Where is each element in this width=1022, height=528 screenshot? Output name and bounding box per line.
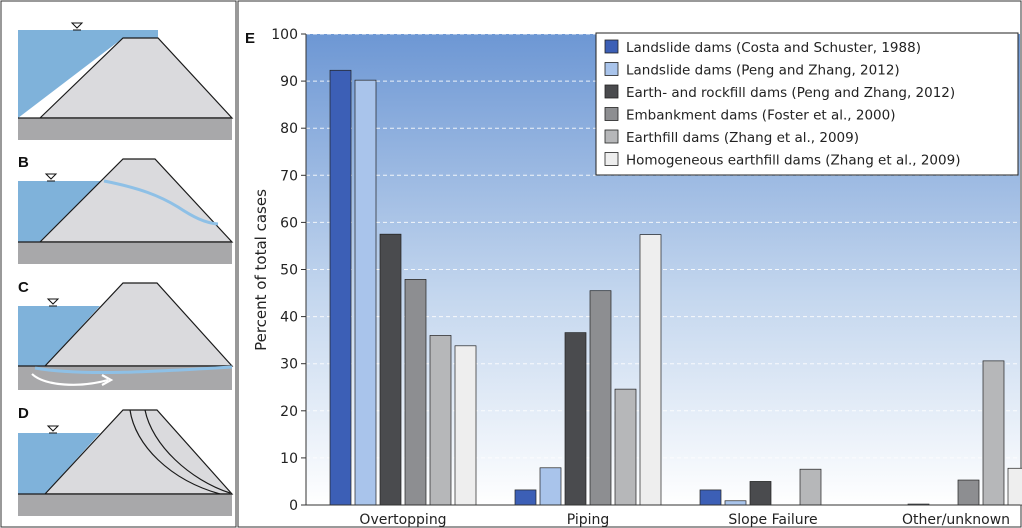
legend-swatch: [604, 152, 619, 166]
y-tick-label: 20: [280, 404, 298, 420]
bar: [589, 290, 612, 506]
x-tick-label: Slope Failure: [728, 512, 817, 528]
bar: [329, 69, 352, 506]
legend-label: Homogeneous earthfill dams (Zhang et al.…: [626, 153, 960, 169]
panel-e-label: E: [245, 30, 255, 47]
bars: [329, 69, 1022, 506]
legend-label: Earthfill dams (Zhang et al., 2009): [626, 130, 859, 146]
bar: [614, 388, 637, 506]
x-tick-label: Piping: [567, 512, 610, 528]
bar: [982, 360, 1005, 506]
legend-label: Landslide dams (Costa and Schuster, 1988…: [626, 40, 921, 56]
panel-c: C: [18, 279, 234, 390]
y-ticks: 0 10 20 30 40 50 60 70 80 90 100: [271, 27, 306, 514]
legend-swatch: [604, 107, 619, 121]
foundation: [18, 242, 232, 264]
flow-arrow: [31, 373, 109, 386]
reservoir-water: [18, 306, 100, 366]
y-tick-label: 90: [280, 74, 298, 90]
y-tick-label: 30: [280, 357, 298, 373]
legend-swatch: [604, 129, 619, 144]
bar: [724, 500, 747, 506]
water-level-icon: [44, 173, 58, 182]
flow-arrow-head: [101, 374, 114, 386]
panel-b-label: B: [18, 154, 29, 171]
bar: [539, 467, 562, 506]
y-tick-label: 10: [280, 451, 298, 467]
slip-surface: [144, 409, 231, 494]
phreatic-line: [103, 179, 219, 226]
panel-d-label: D: [18, 405, 29, 422]
reservoir-water: [18, 30, 158, 118]
water-level-icon: [70, 22, 84, 31]
bar: [354, 79, 377, 506]
legend-label: Embankment dams (Foster et al., 2000): [626, 108, 896, 124]
slip-surface: [129, 409, 221, 495]
bar: [749, 481, 772, 506]
chart-panel: E Percent of total cases 0 10 20 30 40 50 60 70…: [237, 0, 1022, 528]
bar: [799, 468, 822, 506]
y-tick-label: 0: [289, 498, 298, 514]
bar: [429, 335, 452, 506]
reservoir-water: [18, 433, 100, 494]
bar: [454, 345, 477, 506]
dam-schematics: A B C: [0, 0, 237, 528]
bar: [564, 332, 587, 506]
foundation: [18, 118, 232, 140]
panel-d: D: [18, 405, 234, 516]
y-tick-label: 70: [280, 168, 298, 184]
bar: [1007, 467, 1022, 506]
y-tick-label: 80: [280, 121, 298, 137]
bar: [957, 479, 980, 506]
legend-swatch: [604, 62, 619, 76]
foundation: [18, 494, 232, 516]
panel-c-label: C: [18, 279, 29, 296]
y-tick-label: 100: [271, 27, 298, 43]
y-tick-label: 60: [280, 215, 298, 231]
legend-swatch: [604, 39, 619, 54]
panel-b: B: [18, 154, 234, 264]
water-level-icon: [46, 298, 60, 307]
bar: [699, 489, 722, 506]
x-ticks: Overtopping Piping Slope Failure Other/unkn…: [359, 512, 1010, 528]
x-tick-label: Other/unknown: [902, 512, 1010, 528]
bar: [514, 489, 537, 506]
y-tick-label: 50: [280, 263, 298, 279]
bar: [404, 279, 427, 506]
legend-swatch: [604, 84, 619, 99]
legend-label: Earth- and rockfill dams (Peng and Zhang…: [626, 85, 955, 101]
seepage-path: [34, 365, 233, 375]
y-tick-label: 40: [280, 310, 298, 326]
legend-label: Landslide dams (Peng and Zhang, 2012): [626, 63, 900, 79]
x-tick-label: Overtopping: [359, 512, 446, 528]
panel-a: A: [18, 22, 234, 140]
y-axis-label: Percent of total cases: [252, 189, 270, 351]
legend: Landslide dams (Costa and Schuster, 1988…: [595, 32, 1019, 176]
reservoir-water: [18, 181, 104, 242]
bar: [639, 234, 662, 506]
water-level-icon: [46, 425, 60, 434]
bar: [379, 233, 402, 506]
legend-box: [595, 32, 1019, 176]
